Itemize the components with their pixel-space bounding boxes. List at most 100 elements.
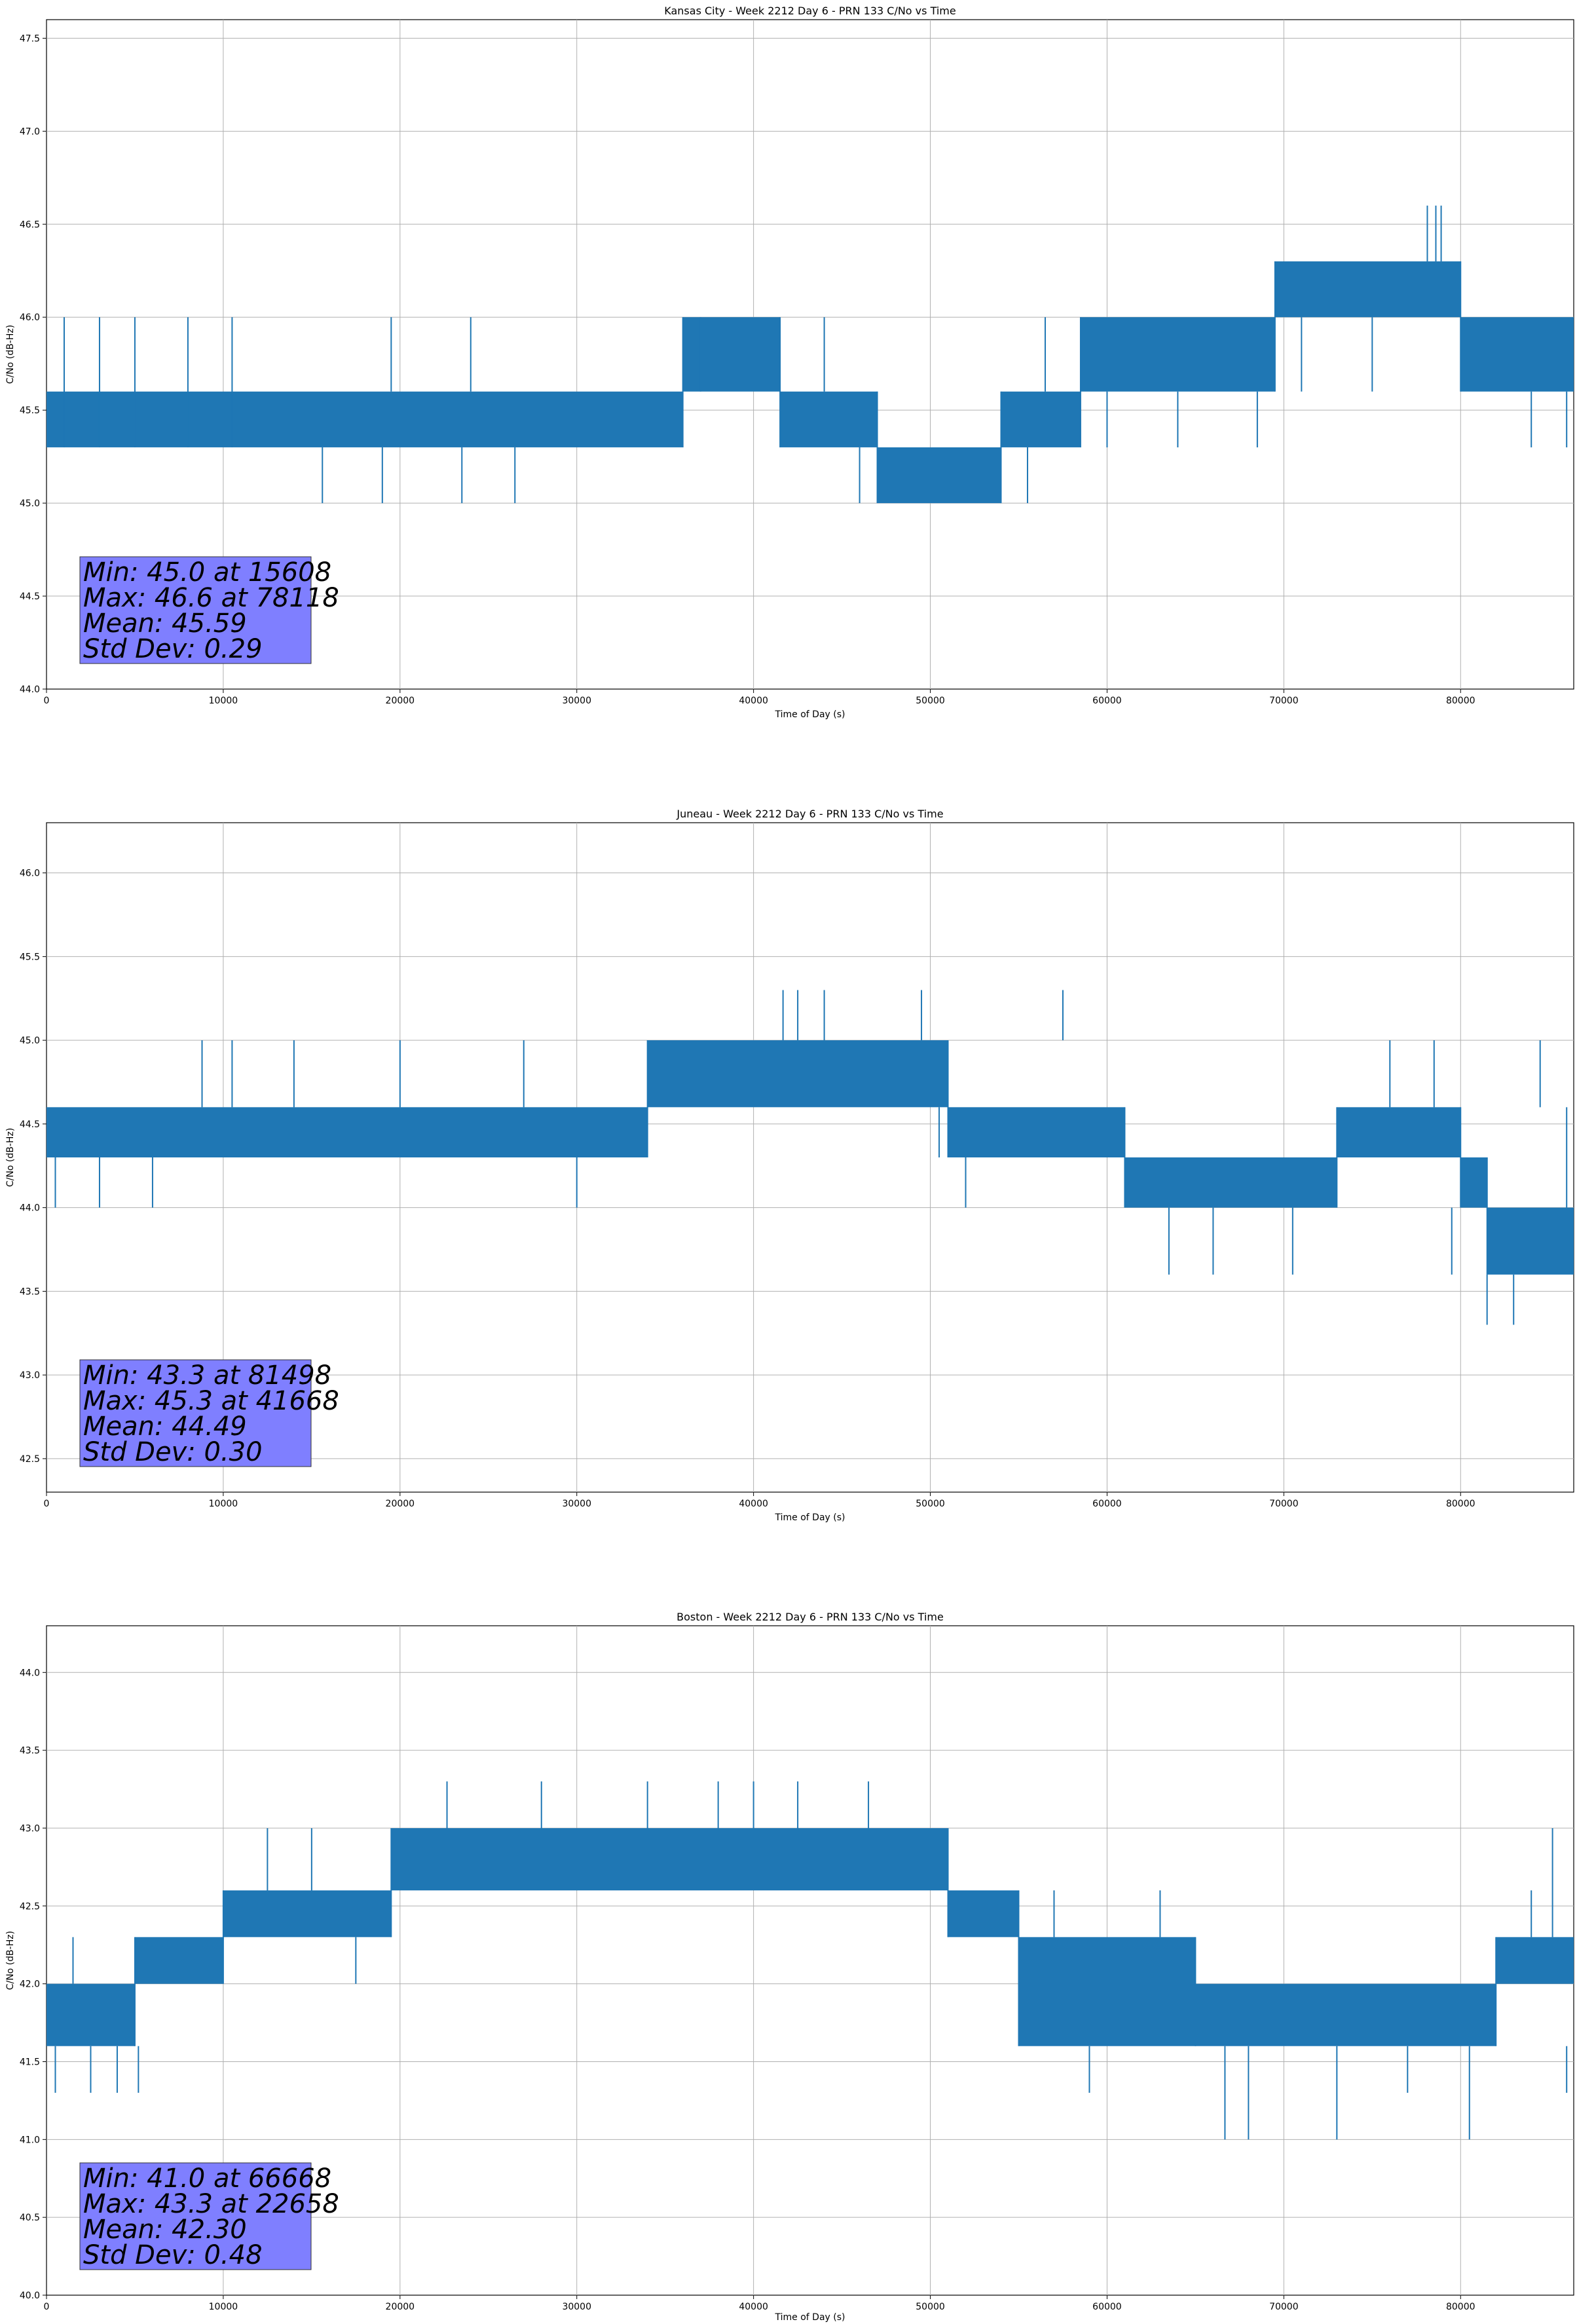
stats-box-background <box>79 1359 312 1467</box>
y-tick-label: 41.0 <box>20 2135 40 2145</box>
y-axis-ticks: 44.0 44.5 45.0 45.5 46.0 46.5 47.0 47.5 <box>20 33 46 695</box>
cno-band <box>948 1890 1019 1938</box>
cno-band <box>780 391 878 447</box>
series-layer <box>46 205 1574 504</box>
y-tick-label: 42.5 <box>20 1902 40 1912</box>
cno-band <box>391 1827 948 1891</box>
y-tick-label: 41.5 <box>20 2057 40 2067</box>
x-tick-label: 0 <box>44 2302 50 2312</box>
cno-band <box>1124 1157 1337 1208</box>
y-axis-label: C/No (dB-Hz) <box>5 1128 16 1187</box>
series-layer <box>46 990 1574 1325</box>
x-tick-label: 70000 <box>1269 2302 1299 2312</box>
x-tick-label: 60000 <box>1092 696 1122 706</box>
cno-band <box>1001 391 1081 447</box>
cno-band <box>134 1937 223 1984</box>
y-tick-label: 44.0 <box>20 1203 40 1214</box>
y-tick-label: 45.5 <box>20 952 40 962</box>
x-tick-label: 10000 <box>209 2302 238 2312</box>
cno-band <box>46 1983 135 2046</box>
x-tick-label: 0 <box>44 1499 50 1509</box>
x-tick-label: 30000 <box>562 2302 591 2312</box>
x-tick-label: 40000 <box>739 696 768 706</box>
x-tick-label: 70000 <box>1269 1499 1299 1509</box>
x-tick-label: 40000 <box>739 1499 768 1509</box>
x-axis-label: Time of Day (s) <box>775 2312 845 2323</box>
y-tick-label: 42.5 <box>20 1454 40 1465</box>
y-tick-label: 44.5 <box>20 1119 40 1130</box>
y-tick-label: 42.0 <box>20 1979 40 1990</box>
y-tick-label: 44.5 <box>20 591 40 602</box>
y-tick-label: 47.0 <box>20 126 40 137</box>
chart-kansas-city: Kansas City - Week 2212 Day 6 - PRN 133 … <box>5 5 1574 720</box>
x-axis-ticks: 0 10000 20000 30000 40000 50000 60000 70000 8000… <box>44 1492 1475 1509</box>
x-tick-label: 70000 <box>1269 696 1299 706</box>
cno-band <box>1274 261 1461 318</box>
cno-band <box>46 391 683 447</box>
y-tick-label: 40.0 <box>20 2291 40 2301</box>
y-tick-label: 46.5 <box>20 219 40 230</box>
x-tick-label: 50000 <box>916 696 945 706</box>
cno-band <box>1080 317 1275 392</box>
chart-juneau: Juneau - Week 2212 Day 6 - PRN 133 C/No … <box>5 808 1574 1523</box>
stats-max: Max: 43.3 at 22658 <box>83 2189 339 2219</box>
y-tick-label: 45.0 <box>20 498 40 509</box>
x-tick-label: 10000 <box>209 1499 238 1509</box>
y-tick-label: 46.0 <box>20 869 40 879</box>
x-axis-ticks: 0 10000 20000 30000 40000 50000 60000 70000 8000… <box>44 689 1475 706</box>
y-tick-label: 44.0 <box>20 1668 40 1678</box>
cno-band <box>948 1107 1125 1157</box>
y-tick-label: 43.5 <box>20 1286 40 1297</box>
cno-band <box>223 1890 392 1938</box>
x-tick-label: 80000 <box>1446 696 1475 706</box>
x-tick-label: 30000 <box>562 696 591 706</box>
y-axis-label: C/No (dB-Hz) <box>5 325 16 384</box>
y-tick-label: 44.0 <box>20 684 40 695</box>
stats-mean: Mean: 44.49 <box>83 1412 247 1442</box>
x-tick-label: 10000 <box>209 696 238 706</box>
y-tick-label: 46.0 <box>20 312 40 323</box>
cno-band <box>1460 1157 1487 1208</box>
y-tick-label: 45.5 <box>20 405 40 416</box>
stats-box-background <box>79 2162 312 2270</box>
x-axis-label: Time of Day (s) <box>775 1512 845 1523</box>
y-tick-label: 45.0 <box>20 1036 40 1046</box>
stats-max: Max: 46.6 at 78118 <box>83 583 339 613</box>
x-axis-label: Time of Day (s) <box>775 709 845 720</box>
stats-min: Min: 45.0 at 15608 <box>83 557 331 588</box>
y-tick-label: 40.5 <box>20 2213 40 2223</box>
stats-box: Min: 43.3 at 81498 Max: 45.3 at 41668 Me… <box>79 1359 339 1467</box>
cno-band <box>1195 1983 1496 2046</box>
chart-title: Kansas City - Week 2212 Day 6 - PRN 133 … <box>664 5 955 17</box>
y-tick-label: 43.0 <box>20 1824 40 1834</box>
chart-title: Juneau - Week 2212 Day 6 - PRN 133 C/No … <box>676 808 943 820</box>
y-axis-ticks: 42.5 43.0 43.5 44.0 44.5 45.0 45.5 46.0 <box>20 869 46 1465</box>
stats-std-dev: Std Dev: 0.29 <box>83 634 263 664</box>
x-axis-ticks: 0 10000 20000 30000 40000 50000 60000 70000 8000… <box>44 2295 1475 2312</box>
chart-title: Boston - Week 2212 Day 6 - PRN 133 C/No … <box>677 1611 944 1623</box>
x-tick-label: 40000 <box>739 2302 768 2312</box>
x-tick-label: 80000 <box>1446 2302 1475 2312</box>
stats-box: Min: 41.0 at 66668 Max: 43.3 at 22658 Me… <box>79 2162 339 2270</box>
cno-band <box>1460 317 1574 392</box>
x-tick-label: 50000 <box>916 2302 945 2312</box>
y-tick-label: 43.5 <box>20 1746 40 1756</box>
y-axis-label: C/No (dB-Hz) <box>5 1931 16 1990</box>
grid-layer <box>46 1626 1574 2295</box>
x-tick-label: 0 <box>44 696 50 706</box>
stats-min: Min: 41.0 at 66668 <box>83 2164 331 2194</box>
cno-band <box>1487 1207 1574 1275</box>
x-tick-label: 60000 <box>1092 1499 1122 1509</box>
cno-band <box>1496 1937 1574 1984</box>
x-tick-label: 50000 <box>916 1499 945 1509</box>
stats-box: Min: 45.0 at 15608 Max: 46.6 at 78118 Me… <box>79 556 339 664</box>
chart-boston: Boston - Week 2212 Day 6 - PRN 133 C/No … <box>5 1611 1574 2323</box>
x-tick-label: 80000 <box>1446 1499 1475 1509</box>
x-tick-label: 20000 <box>386 2302 415 2312</box>
stats-max: Max: 45.3 at 41668 <box>83 1386 339 1416</box>
cno-band <box>1337 1107 1461 1157</box>
x-tick-label: 30000 <box>562 1499 591 1509</box>
stats-std-dev: Std Dev: 0.48 <box>83 2240 263 2270</box>
cno-band <box>877 447 1001 504</box>
